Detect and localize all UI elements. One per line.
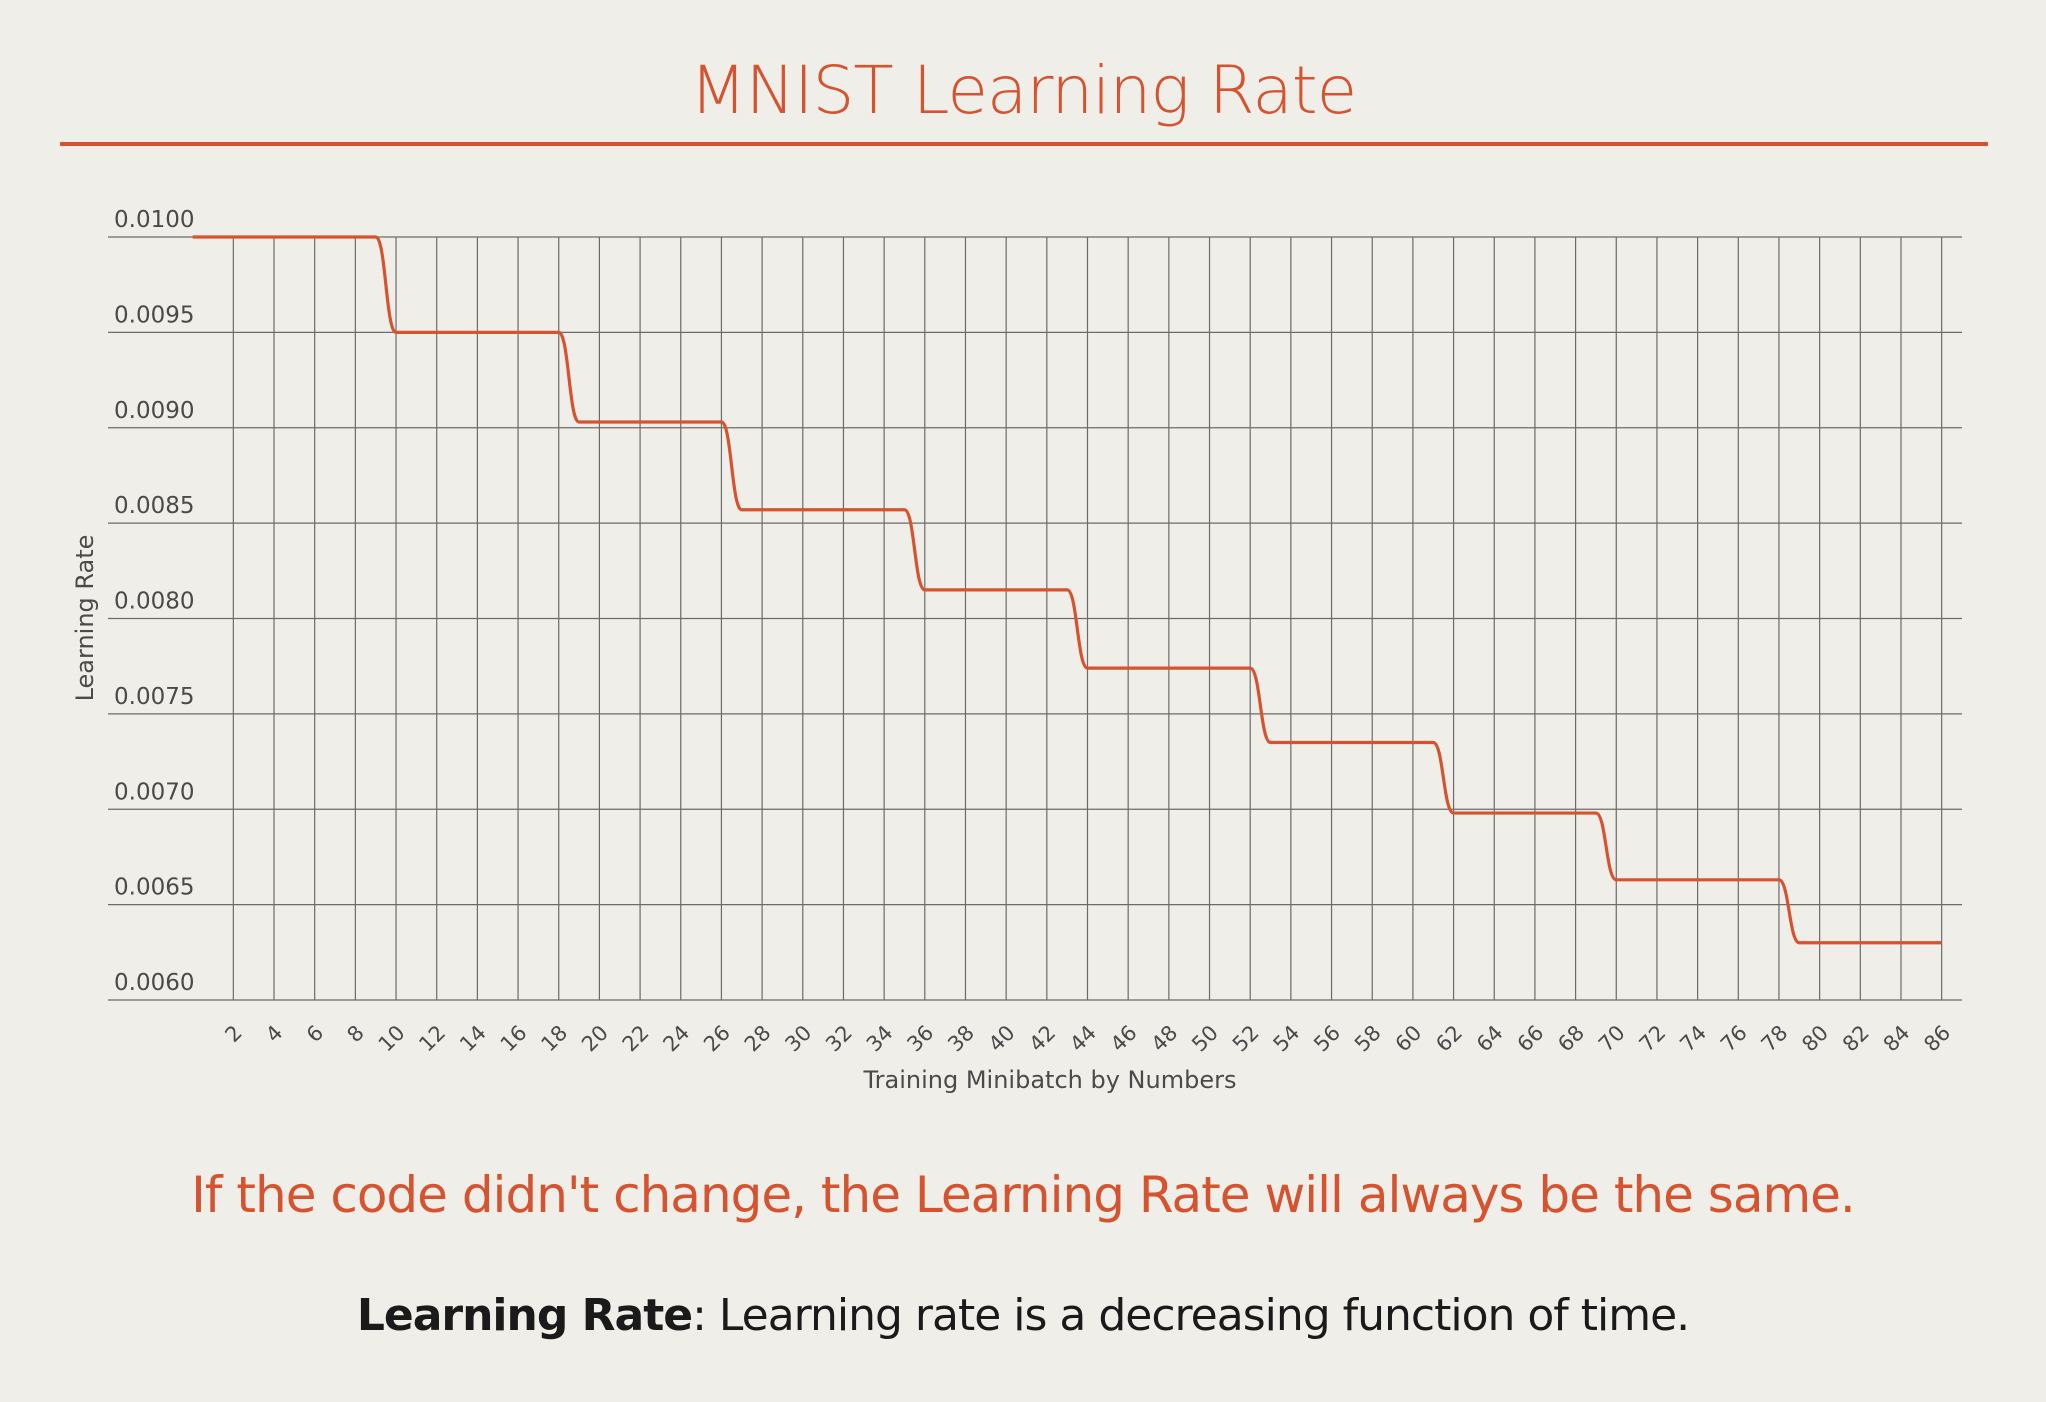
x-tick-label: 40 — [984, 1021, 1020, 1057]
x-tick-label: 34 — [862, 1021, 898, 1057]
x-tick-label: 82 — [1838, 1021, 1874, 1057]
x-tick-label: 72 — [1635, 1021, 1671, 1057]
learning-rate-chart: 0.0100 0.0095 0.0090 0.0085 0.0080 0.0075 0.00… — [71, 207, 1962, 1094]
y-axis-label: Learning Rate — [71, 535, 99, 702]
x-tick-label: 66 — [1513, 1021, 1549, 1057]
definition-text: Learning Rate: Learning rate is a decrea… — [0, 1290, 2046, 1341]
y-tick-label: 0.0060 — [114, 970, 194, 996]
x-tick-label: 70 — [1594, 1021, 1630, 1057]
y-axis-ticks: 0.0100 0.0095 0.0090 0.0085 0.0080 0.0075 0.00… — [114, 207, 194, 996]
x-tick-label: 32 — [821, 1021, 857, 1057]
x-tick-label: 62 — [1431, 1021, 1467, 1057]
x-tick-label: 4 — [261, 1021, 287, 1047]
x-tick-label: 16 — [496, 1021, 532, 1057]
series-layer — [192, 235, 1942, 945]
x-tick-label: 58 — [1350, 1021, 1386, 1057]
y-tick-label: 0.0065 — [114, 875, 194, 901]
x-tick-label: 46 — [1106, 1021, 1142, 1057]
x-tick-label: 60 — [1391, 1021, 1427, 1057]
x-tick-label: 80 — [1797, 1021, 1833, 1057]
y-tick-label: 0.0075 — [114, 684, 194, 710]
x-tick-label: 28 — [740, 1021, 776, 1057]
x-axis-ticks: 2 4 6 8 10 12 14 16 18 20 22 24 26 28 30 32 34 36 38 40 42 44… — [220, 1021, 1955, 1057]
x-tick-label: 50 — [1187, 1021, 1223, 1057]
x-tick-label: 42 — [1024, 1021, 1060, 1057]
grid-lines — [108, 236, 1962, 1001]
x-tick-label: 38 — [943, 1021, 979, 1057]
x-tick-label: 76 — [1716, 1021, 1752, 1057]
y-tick-label: 0.0070 — [114, 779, 194, 805]
x-tick-label: 68 — [1553, 1021, 1589, 1057]
x-tick-label: 30 — [780, 1021, 816, 1057]
x-tick-label: 64 — [1472, 1021, 1508, 1057]
caption-text: If the code didn't change, the Learning … — [191, 1166, 1856, 1224]
y-tick-label: 0.0095 — [114, 302, 194, 328]
x-tick-label: 56 — [1309, 1021, 1345, 1057]
x-tick-label: 78 — [1757, 1021, 1793, 1057]
x-tick-label: 14 — [455, 1021, 491, 1057]
x-tick-label: 12 — [414, 1021, 450, 1057]
x-tick-label: 10 — [374, 1021, 410, 1057]
x-tick-label: 24 — [658, 1021, 694, 1057]
x-tick-label: 8 — [342, 1021, 368, 1047]
x-tick-label: 20 — [577, 1021, 613, 1057]
y-tick-label: 0.0085 — [114, 493, 194, 519]
x-axis-label: Training Minibatch by Numbers — [863, 1066, 1237, 1094]
y-tick-label: 0.0100 — [114, 207, 194, 233]
x-tick-label: 48 — [1147, 1021, 1183, 1057]
chart-title: MNIST Learning Rate — [689, 52, 1358, 129]
x-tick-label: 54 — [1269, 1021, 1305, 1057]
x-tick-label: 44 — [1065, 1021, 1101, 1057]
definition-body: : Learning rate is a decreasing function… — [692, 1290, 1690, 1341]
x-tick-label: 84 — [1879, 1021, 1915, 1057]
x-tick-label: 74 — [1675, 1021, 1711, 1057]
learning-rate-series-line — [192, 235, 1942, 945]
y-tick-label: 0.0090 — [114, 398, 194, 424]
x-tick-label: 26 — [699, 1021, 735, 1057]
x-tick-label: 18 — [536, 1021, 572, 1057]
x-tick-label: 52 — [1228, 1021, 1264, 1057]
definition-term: Learning Rate — [356, 1290, 693, 1341]
x-tick-label: 6 — [302, 1021, 328, 1047]
y-tick-label: 0.0080 — [114, 589, 194, 615]
x-tick-label: 86 — [1919, 1021, 1955, 1057]
x-tick-label: 36 — [902, 1021, 938, 1057]
x-tick-label: 22 — [618, 1021, 654, 1057]
x-tick-label: 2 — [220, 1021, 246, 1047]
title-divider — [60, 142, 1988, 146]
